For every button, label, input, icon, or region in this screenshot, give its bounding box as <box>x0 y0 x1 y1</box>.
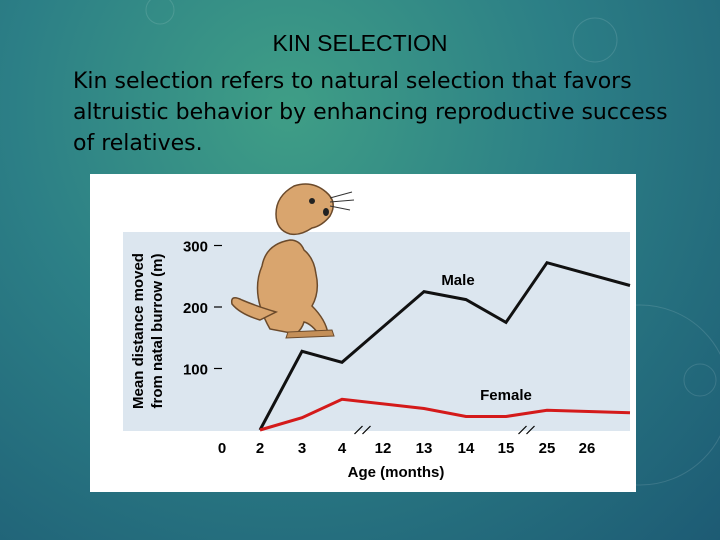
series-line-female <box>259 397 631 432</box>
y-tick-label: 100 <box>183 362 208 379</box>
y-axis-label-line-1: Mean distance moved <box>130 253 147 409</box>
x-tick-label: 13 <box>416 440 433 457</box>
y-axis-label-line-2: from natal burrow (m) <box>149 253 166 408</box>
x-tick-label: 25 <box>539 440 556 457</box>
prairie-dog-whiskers <box>329 191 355 211</box>
chart-figure: 100 200 300 Mean distance moved from natal b… <box>90 174 636 492</box>
prairie-dog-eye <box>309 198 315 204</box>
prairie-dog-mouth <box>323 208 329 216</box>
slide-body-text: Kin selection refers to natural selectio… <box>73 69 668 156</box>
prairie-dog-feet <box>285 329 335 339</box>
y-tick-label: 300 <box>183 239 208 256</box>
x-tick-label: 0 <box>218 440 226 457</box>
x-tick-label: 14 <box>458 440 475 457</box>
y-tick-label: 200 <box>183 300 208 317</box>
x-tick-label: 4 <box>338 440 347 457</box>
line-chart: 100 200 300 Mean distance moved from natal b… <box>123 183 631 481</box>
prairie-dog-tail <box>230 297 279 321</box>
x-tick-label: 2 <box>256 440 264 457</box>
x-axis-label: Age (months) <box>348 464 445 481</box>
axis-break-mark <box>526 425 535 435</box>
prairie-dog-illustration <box>230 183 355 339</box>
series-line-male <box>258 260 631 431</box>
axis-break-mark <box>518 425 527 435</box>
prairie-dog-head <box>275 183 334 236</box>
series-label-male: Male <box>441 272 474 289</box>
x-tick-label: 3 <box>298 440 306 457</box>
x-tick-label: 12 <box>375 440 392 457</box>
axis-break-mark <box>354 425 363 435</box>
series-label-female: Female <box>480 387 532 404</box>
x-tick-label: 26 <box>579 440 596 457</box>
slide-title: KIN SELECTION <box>272 30 448 56</box>
axis-break-mark <box>362 425 371 435</box>
x-tick-label: 15 <box>498 440 515 457</box>
